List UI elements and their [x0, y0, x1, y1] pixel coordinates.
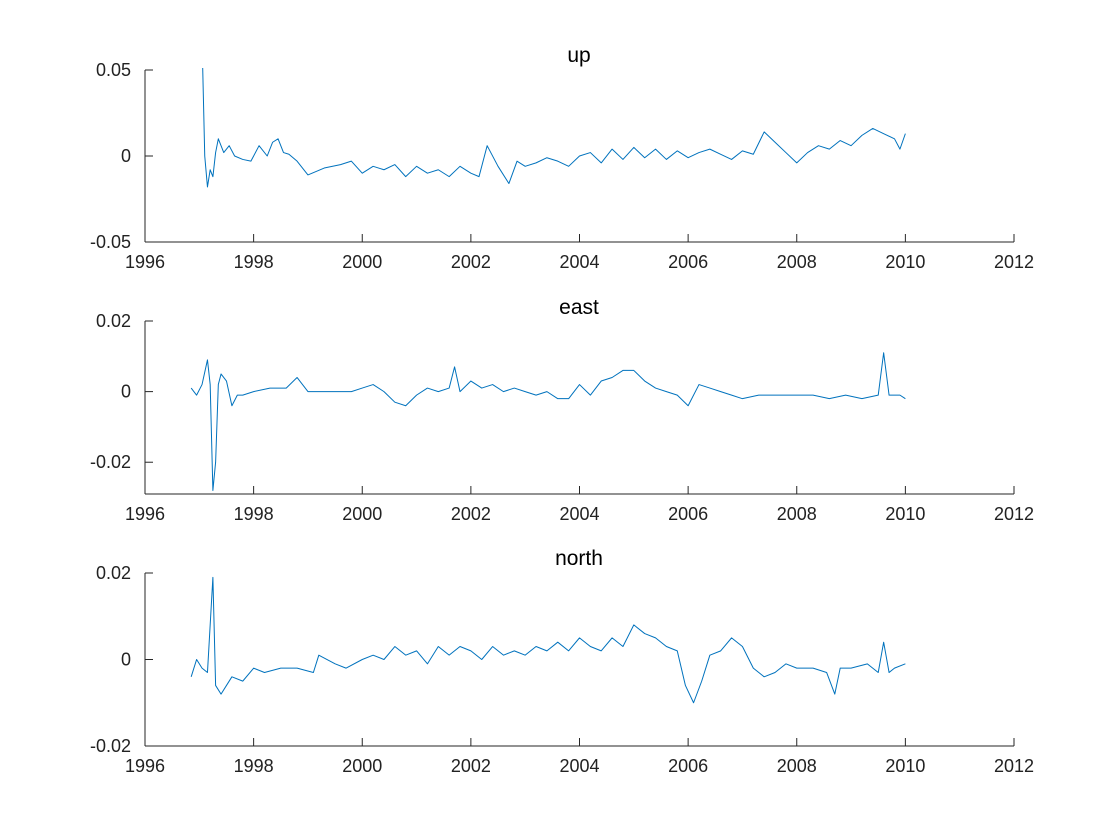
x-tick-label: 1996	[125, 252, 165, 272]
y-tick-label: -0.02	[90, 452, 131, 472]
x-tick-label: 2004	[559, 504, 599, 524]
x-tick-label: 2000	[342, 504, 382, 524]
y-tick-label: 0.02	[96, 563, 131, 583]
x-tick-label: 2002	[451, 756, 491, 776]
y-tick-label: 0	[121, 382, 131, 402]
x-tick-label: 1998	[234, 756, 274, 776]
y-tick-label: 0	[121, 146, 131, 166]
x-tick-label: 2006	[668, 504, 708, 524]
x-tick-label: 2012	[994, 252, 1034, 272]
x-tick-label: 2008	[777, 504, 817, 524]
y-tick-label: 0.02	[96, 311, 131, 331]
y-tick-label: -0.05	[90, 232, 131, 252]
x-tick-label: 1996	[125, 756, 165, 776]
series-line-east	[190, 352, 906, 491]
x-tick-label: 2004	[559, 756, 599, 776]
subplot-east: east 1996 1998 2000 2002 2004 2006 2008 2010 201…	[90, 296, 1034, 524]
x-tick-label: 2000	[342, 756, 382, 776]
y-tick-label: -0.02	[90, 736, 131, 756]
x-tick-label: 1998	[234, 252, 274, 272]
plot-area-east: 1996 1998 2000 2002 2004 2006 2008 2010 2012 -0.0…	[90, 311, 1034, 524]
y-tick-label: 0.05	[96, 60, 131, 80]
x-tick-label: 2012	[994, 756, 1034, 776]
y-tick-label: 0	[121, 650, 131, 670]
x-tick-label: 1998	[234, 504, 274, 524]
subplot-title-up: up	[567, 44, 590, 67]
x-tick-label: 2000	[342, 252, 382, 272]
x-tick-label: 2010	[885, 756, 925, 776]
subplot-north: north 1996 1998 2000 2002 2004 2006 2008 2010 20…	[90, 547, 1034, 776]
subplot-title-north: north	[555, 547, 603, 570]
x-tick-label: 2008	[777, 756, 817, 776]
series-line-up	[202, 68, 906, 188]
series-line-north	[190, 576, 906, 704]
subplot-title-east: east	[559, 296, 599, 319]
subplot-up: up 1996 1998 2000 2002 2004 2006 2008 2010 2012 -…	[90, 44, 1034, 272]
plot-area-up: 1996 1998 2000 2002 2004 2006 2008 2010 2012 -0.0…	[90, 60, 1034, 272]
x-tick-label: 2010	[885, 504, 925, 524]
plot-area-north: 1996 1998 2000 2002 2004 2006 2008 2010 2012 -0.0…	[90, 563, 1034, 776]
x-tick-label: 1996	[125, 504, 165, 524]
x-tick-label: 2006	[668, 756, 708, 776]
x-tick-label: 2012	[994, 504, 1034, 524]
x-tick-label: 2002	[451, 504, 491, 524]
x-tick-label: 2010	[885, 252, 925, 272]
x-tick-label: 2002	[451, 252, 491, 272]
x-tick-label: 2008	[777, 252, 817, 272]
x-tick-label: 2004	[559, 252, 599, 272]
x-tick-label: 2006	[668, 252, 708, 272]
